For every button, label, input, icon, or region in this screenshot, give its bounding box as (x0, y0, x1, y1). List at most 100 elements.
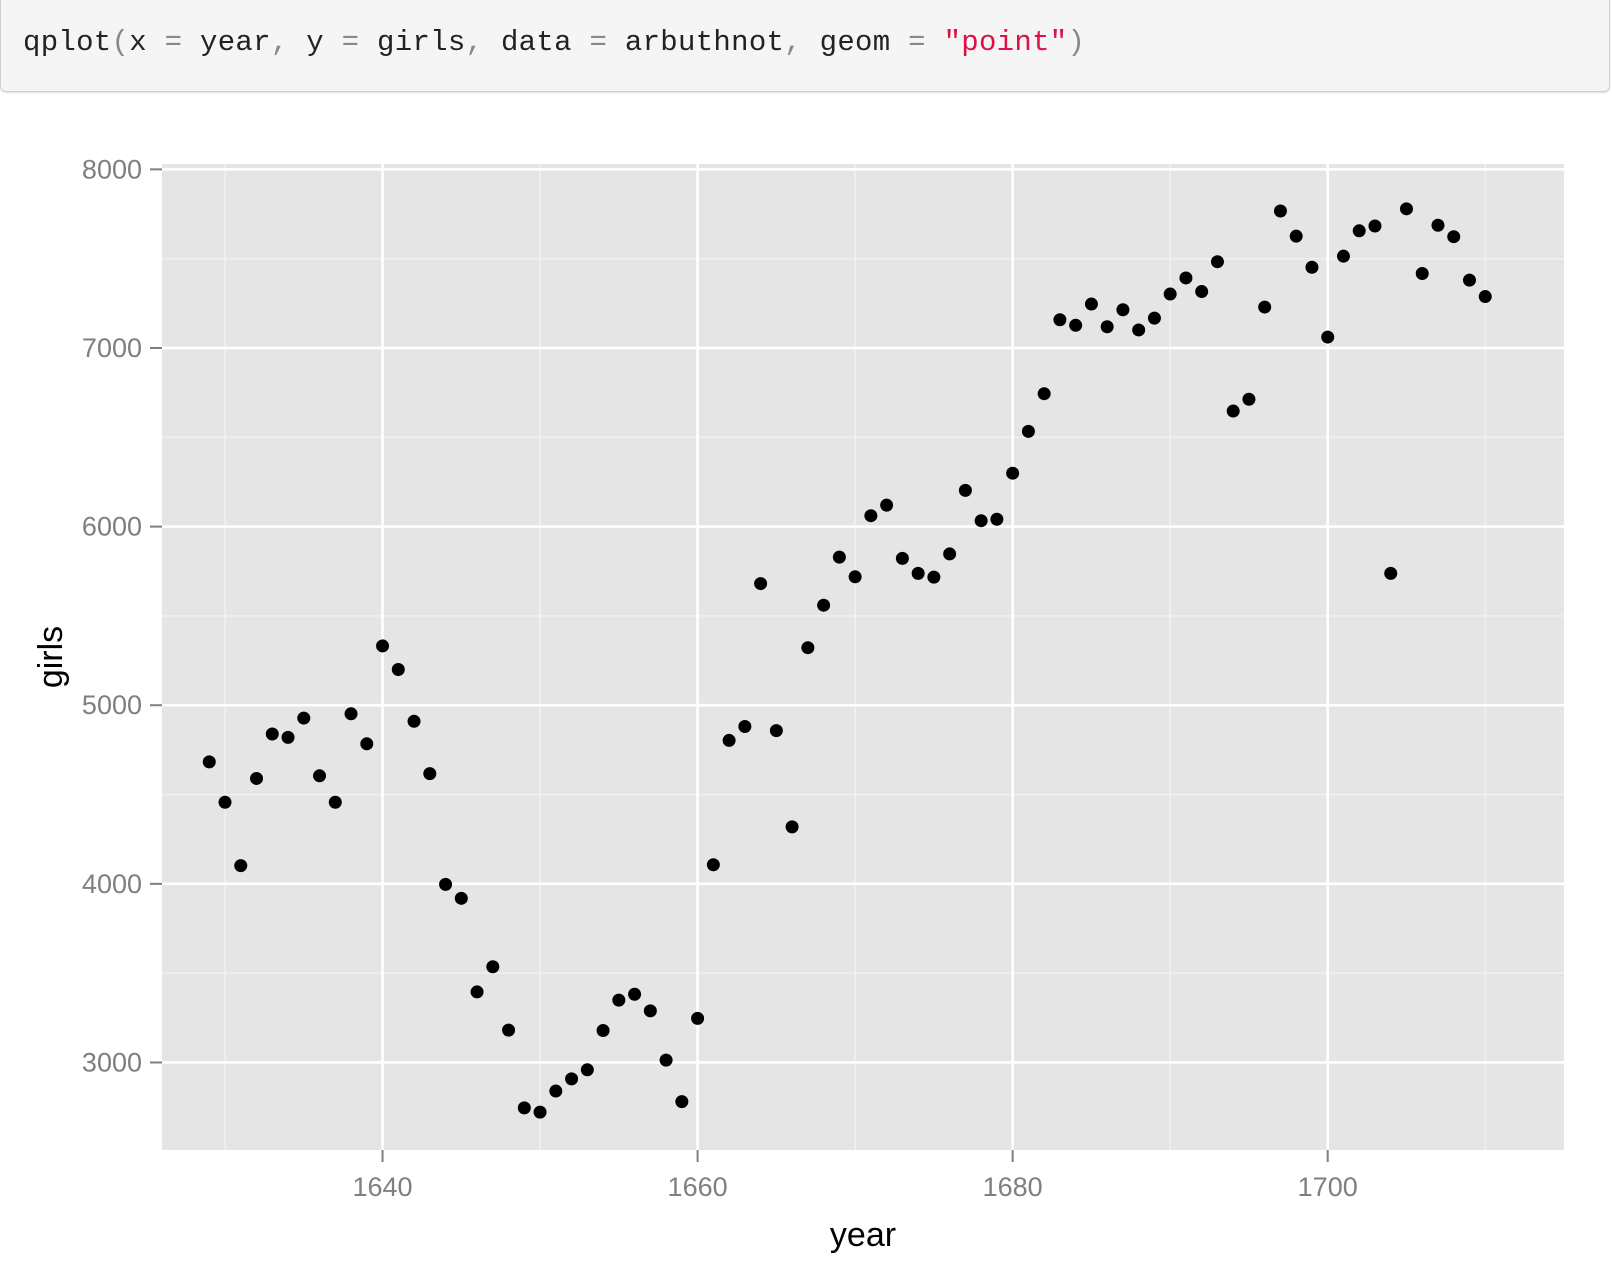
data-point (1021, 424, 1035, 438)
data-point (502, 1023, 516, 1037)
code-token: = (908, 26, 926, 59)
data-point (1321, 330, 1335, 344)
data-point (675, 1095, 689, 1109)
code-token: geom (801, 26, 909, 59)
data-point (250, 771, 264, 785)
data-point (1478, 290, 1492, 304)
data-point (754, 577, 768, 591)
data-point (769, 724, 783, 738)
code-token: y (288, 26, 342, 59)
data-point (517, 1101, 531, 1115)
data-point (911, 566, 925, 580)
x-axis-title: year (830, 1216, 896, 1254)
data-point (1336, 249, 1350, 263)
data-point (1116, 303, 1130, 317)
data-point (706, 858, 720, 872)
data-point (1163, 287, 1177, 301)
data-point (439, 877, 453, 891)
data-point (281, 730, 295, 744)
scatter-chart: 3000 4000 5000 6000 7000 8000 1640 1660 1680 170… (32, 154, 1564, 1254)
code-line: qplot(x = year, y = girls, data = arbuth… (23, 26, 1085, 59)
x-axis-ticks: 1640 1660 1680 1700 (353, 1150, 1358, 1202)
data-point (376, 639, 390, 653)
data-point (391, 663, 405, 677)
data-point (360, 737, 374, 751)
data-point (202, 755, 216, 769)
data-point (1053, 313, 1067, 327)
data-point (659, 1053, 673, 1067)
data-point (423, 767, 437, 781)
data-point (1147, 311, 1161, 325)
y-tick-label: 5000 (82, 690, 142, 720)
x-tick-label: 1700 (1298, 1172, 1358, 1202)
data-point (1210, 255, 1224, 269)
data-point (628, 987, 642, 1001)
y-tick-label: 8000 (82, 154, 142, 184)
data-point (612, 993, 626, 1007)
data-point (454, 891, 468, 905)
plot-panel (162, 164, 1564, 1150)
data-point (1084, 297, 1098, 311)
data-point (1352, 224, 1366, 238)
code-token: = (589, 26, 608, 59)
y-tick-label: 6000 (82, 512, 142, 542)
data-point (832, 550, 846, 564)
data-point (580, 1063, 594, 1077)
data-point (958, 483, 972, 497)
data-point (533, 1105, 547, 1119)
data-point (974, 514, 988, 528)
data-point (313, 769, 327, 783)
code-token: qplot (23, 26, 112, 59)
data-point (486, 960, 500, 974)
code-token: girls (359, 26, 466, 59)
x-tick-label: 1660 (668, 1172, 728, 1202)
data-point (1289, 229, 1303, 243)
data-point (848, 570, 862, 584)
data-point (328, 795, 342, 809)
data-point (549, 1084, 563, 1098)
data-point (1415, 266, 1429, 280)
major-grid (162, 164, 1564, 1150)
code-token: = (341, 26, 360, 59)
code-token: ) (1067, 26, 1086, 59)
y-axis-title: girls (32, 626, 70, 688)
data-point (927, 570, 941, 584)
data-point (1226, 404, 1240, 418)
data-point (817, 598, 831, 612)
data-point (738, 719, 752, 733)
data-point (691, 1011, 705, 1025)
data-point (344, 707, 358, 721)
data-point (1431, 218, 1445, 232)
data-points (202, 202, 1492, 1119)
data-point (1462, 273, 1476, 287)
data-point (565, 1072, 579, 1086)
data-point (1242, 392, 1256, 406)
data-point (1447, 230, 1461, 244)
data-point (1273, 204, 1287, 218)
data-point (864, 509, 878, 523)
y-tick-label: 3000 (82, 1047, 142, 1077)
data-point (1305, 260, 1319, 274)
minor-grid (162, 164, 1564, 1150)
data-point (1384, 566, 1398, 580)
data-point (470, 985, 484, 999)
code-token: data (483, 26, 590, 59)
x-tick-label: 1680 (983, 1172, 1043, 1202)
code-token: x (129, 26, 165, 59)
data-point (1069, 318, 1083, 332)
y-tick-label: 4000 (82, 869, 142, 899)
data-point (1132, 323, 1146, 337)
code-token: "point" (943, 26, 1068, 59)
code-token (926, 26, 944, 59)
code-token: = (164, 26, 183, 59)
data-point (1100, 320, 1114, 334)
data-point (1258, 300, 1272, 314)
data-point (407, 714, 421, 728)
x-tick-label: 1640 (353, 1172, 413, 1202)
data-point (643, 1004, 657, 1018)
data-point (943, 547, 957, 561)
data-point (1399, 202, 1413, 216)
data-point (234, 859, 248, 873)
code-token: , (465, 26, 484, 59)
data-point (1006, 466, 1020, 480)
